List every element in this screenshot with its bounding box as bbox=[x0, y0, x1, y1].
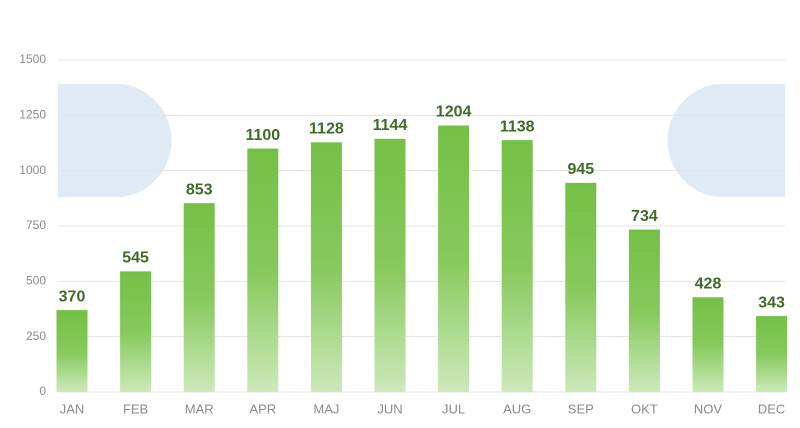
y-tick-label: 250 bbox=[26, 329, 46, 343]
x-tick-label: APR bbox=[249, 401, 276, 416]
x-tick-label: DEC bbox=[758, 401, 785, 416]
value-label: 1138 bbox=[500, 118, 535, 135]
x-tick-label: AUG bbox=[503, 401, 531, 416]
bar bbox=[183, 203, 215, 392]
x-tick-label: JUL bbox=[442, 401, 465, 416]
decor-shape bbox=[667, 84, 785, 197]
value-label: 1128 bbox=[309, 121, 344, 138]
value-label: 428 bbox=[695, 275, 722, 292]
x-tick-label: OKT bbox=[631, 401, 658, 416]
y-tick-label: 1250 bbox=[19, 108, 46, 122]
value-label: 545 bbox=[122, 250, 149, 267]
bar bbox=[310, 142, 342, 392]
value-label: 343 bbox=[758, 294, 785, 311]
value-label: 734 bbox=[631, 208, 658, 225]
bar bbox=[756, 316, 788, 392]
y-tick-label: 1000 bbox=[19, 163, 46, 177]
value-label: 1144 bbox=[373, 117, 408, 134]
bar bbox=[247, 148, 279, 392]
x-tick-label: JAN bbox=[60, 401, 85, 416]
bar bbox=[374, 138, 406, 392]
x-tick-label: MAR bbox=[185, 401, 214, 416]
bar bbox=[565, 182, 597, 392]
y-tick-label: 1500 bbox=[19, 52, 46, 66]
bar bbox=[692, 297, 724, 392]
value-label: 1100 bbox=[245, 127, 280, 144]
bar bbox=[56, 310, 88, 392]
y-tick-label: 0 bbox=[39, 384, 46, 398]
value-label: 1204 bbox=[436, 104, 472, 121]
x-tick-label: NOV bbox=[694, 401, 723, 416]
bar bbox=[628, 229, 660, 392]
x-tick-label: MAJ bbox=[313, 401, 339, 416]
y-tick-label: 500 bbox=[26, 274, 46, 288]
value-label: 853 bbox=[186, 181, 213, 198]
bar bbox=[120, 271, 152, 392]
value-label: 370 bbox=[59, 288, 86, 305]
y-tick-label: 750 bbox=[26, 218, 46, 232]
x-tick-label: JUN bbox=[377, 401, 402, 416]
bar bbox=[438, 125, 470, 393]
x-tick-label: FEB bbox=[123, 401, 148, 416]
value-label: 945 bbox=[567, 161, 594, 178]
bar bbox=[501, 140, 533, 392]
decor-shape bbox=[58, 84, 172, 197]
x-tick-label: SEP bbox=[568, 401, 594, 416]
